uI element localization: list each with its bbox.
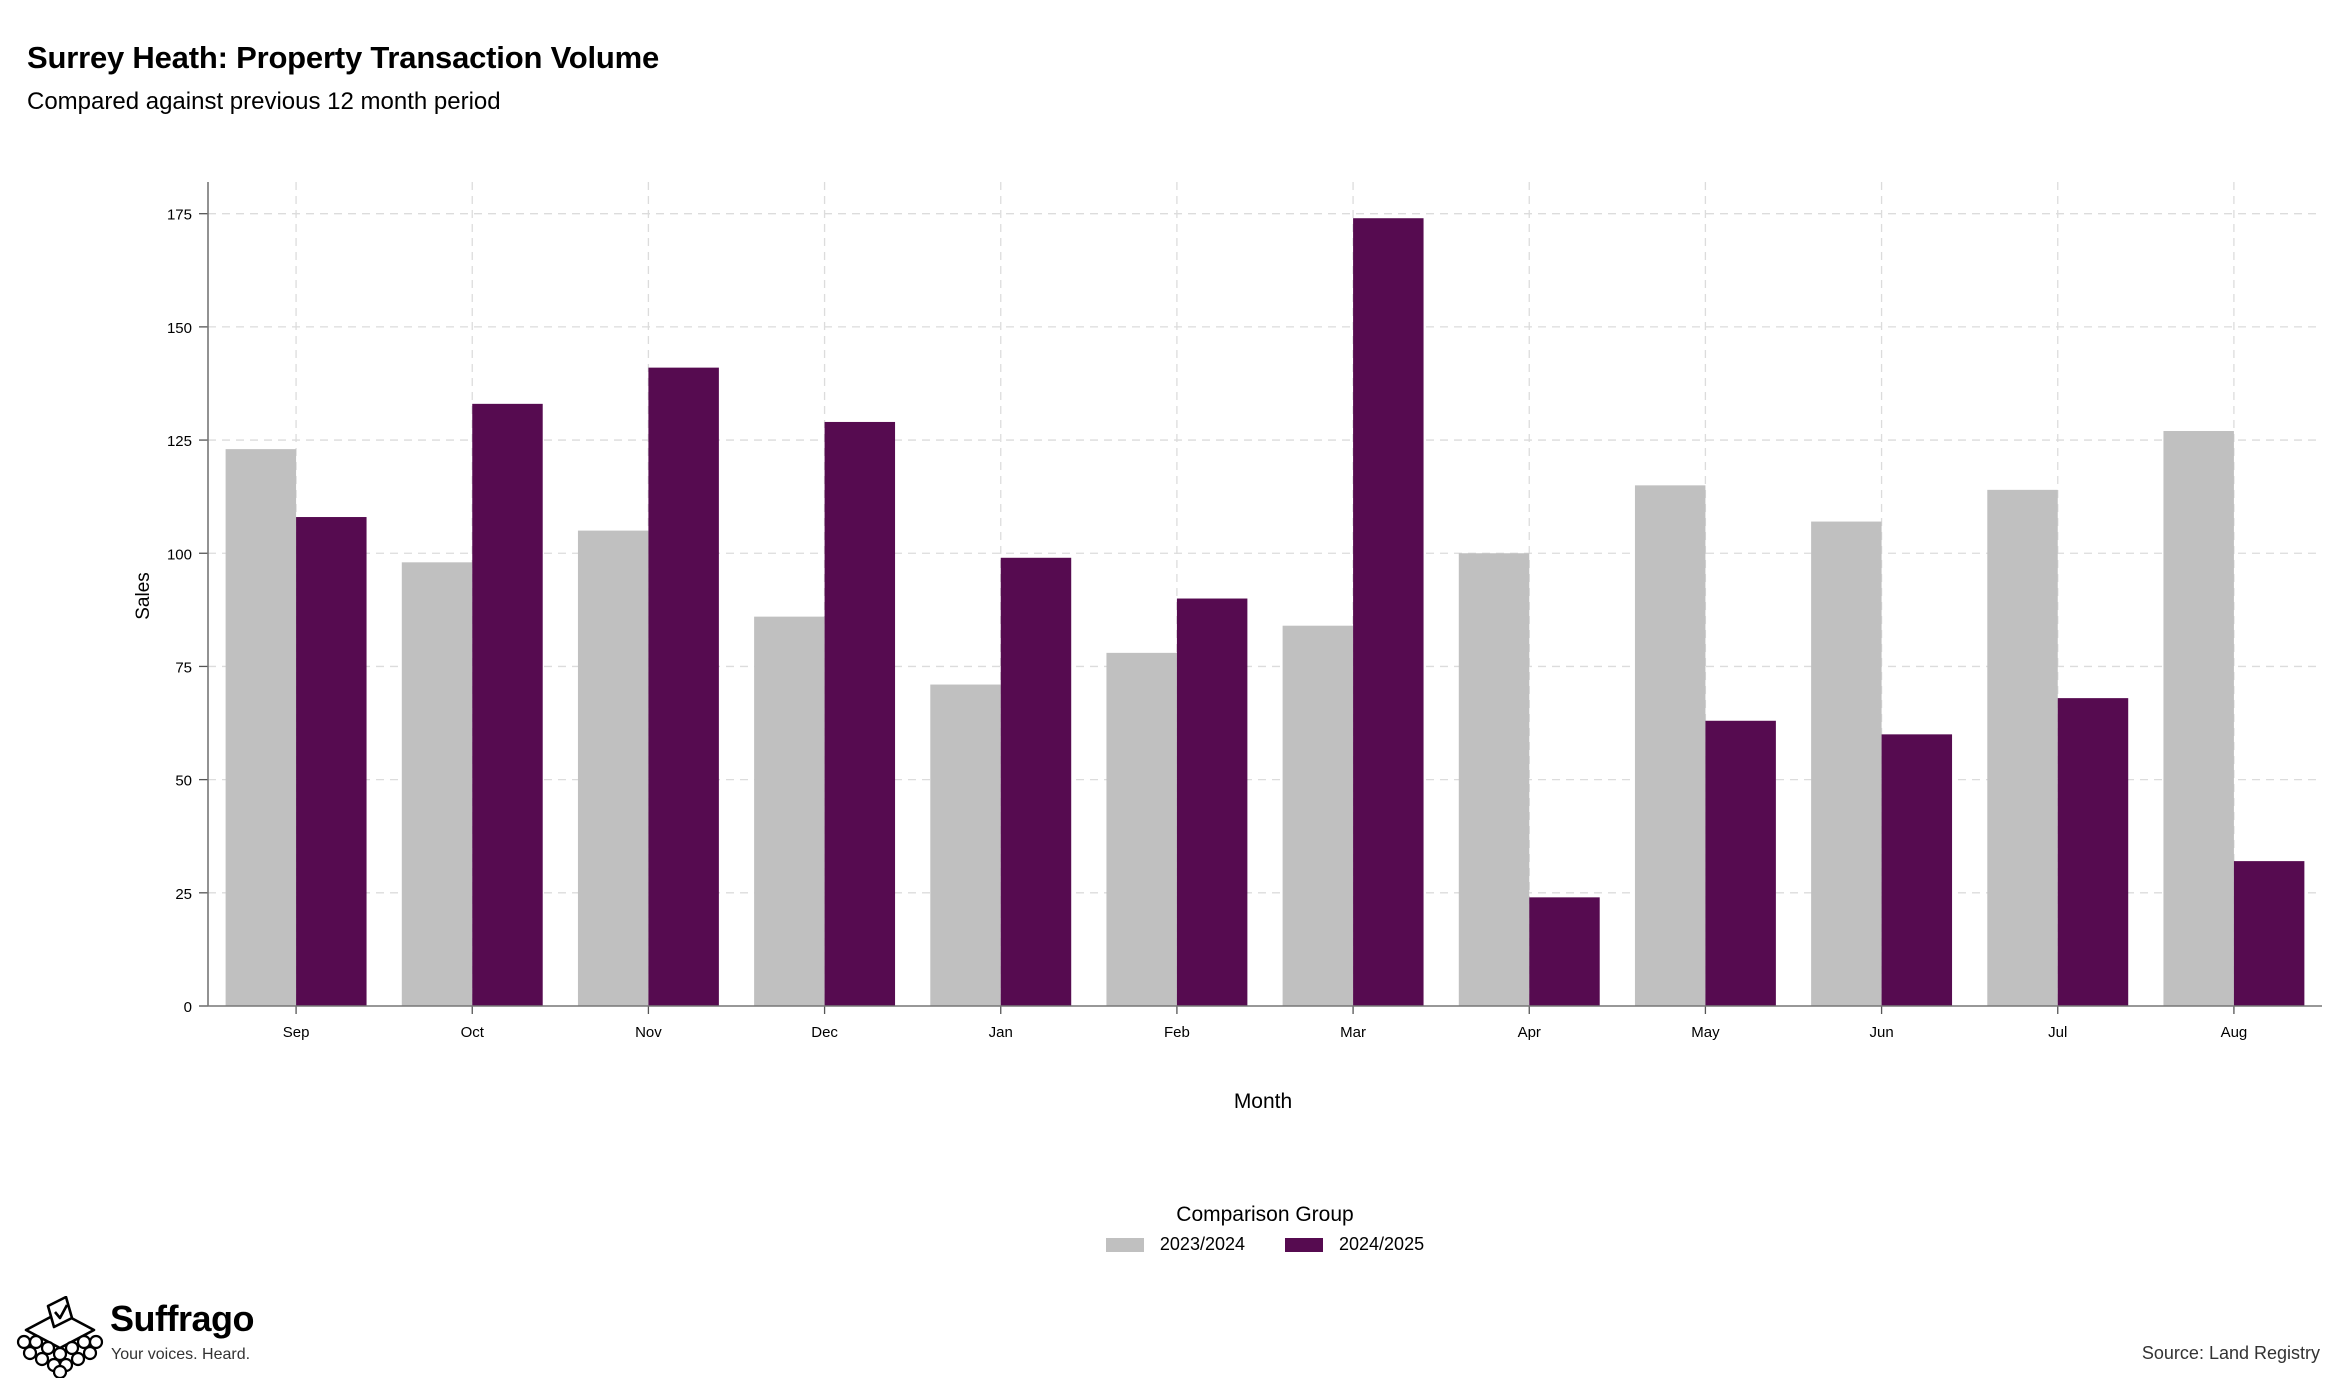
ballot-box-icon (16, 1296, 104, 1378)
x-tick-label: May (1691, 1024, 1720, 1041)
bar-2024-2025-feb (1176, 598, 1248, 1006)
legend-title: Comparison Group (1176, 1203, 1354, 1226)
bar-2024-2025-sep (296, 517, 367, 1006)
bar-2023-2024-jun (1811, 521, 1882, 1006)
bar-2023-2024-sep (225, 449, 297, 1007)
bar-2024-2025-oct (472, 403, 543, 1006)
legend-label: 2024/2025 (1339, 1234, 1425, 1254)
brand-name: Suffrago (110, 1298, 255, 1339)
chart-subtitle: Compared against previous 12 month perio… (27, 88, 501, 115)
legend-swatch (1105, 1237, 1144, 1252)
bar-2023-2024-dec (754, 616, 825, 1006)
bar-2024-2025-jan (1000, 557, 1072, 1006)
x-tick-label: Feb (1164, 1024, 1190, 1041)
x-tick-label: Oct (461, 1024, 485, 1041)
bar-2024-2025-dec (824, 421, 896, 1006)
bar-2024-2025-jun (1881, 734, 1953, 1006)
axes: 0 25 50 75 100 125 150 175 Sep Oct Nov Dec Jan Feb Mar… (167, 182, 2322, 1041)
bar-2024-2025-jul (2057, 698, 2129, 1006)
x-tick-label: Nov (635, 1024, 662, 1041)
y-tick-label: 125 (167, 433, 192, 450)
x-tick-label: Apr (1518, 1024, 1541, 1041)
x-tick-label: Sep (283, 1024, 310, 1041)
y-tick-label: 75 (175, 659, 192, 676)
x-tick-label: Jun (1869, 1024, 1893, 1041)
brand-tagline: Your voices. Heard. (111, 1346, 251, 1363)
legend-swatch (1285, 1237, 1323, 1252)
y-tick-label: 50 (175, 773, 192, 790)
brand-logo: Suffrago Your voices. Heard. (14, 1296, 255, 1378)
bar-2024-2025-aug (2233, 861, 2305, 1006)
source-note: Source: Land Registry (2141, 1343, 2320, 1363)
y-tick-label: 175 (167, 207, 192, 224)
chart-title: Surrey Heath: Property Transaction Volum… (27, 40, 660, 75)
bar-2024-2025-may (1705, 720, 1776, 1006)
x-tick-label: Aug (2221, 1024, 2248, 1041)
bar-2023-2024-aug (2163, 431, 2234, 1006)
bar-2023-2024-mar (1282, 625, 1354, 1006)
legend-item-series-1: 2024/2025 (1285, 1234, 1424, 1255)
y-axis-label: Sales (133, 572, 154, 620)
bar-2023-2024-oct (401, 562, 473, 1006)
x-tick-label: Jul (2048, 1024, 2067, 1041)
bar-2023-2024-jul (1987, 489, 2058, 1006)
y-tick-label: 0 (184, 999, 192, 1016)
bar-2024-2025-nov (648, 367, 719, 1007)
y-tick-label: 25 (175, 886, 192, 903)
bar-2024-2025-mar (1353, 218, 1424, 1006)
bar-2023-2024-nov (577, 530, 649, 1006)
bar-2023-2024-feb (1106, 652, 1177, 1006)
legend-label: 2023/2024 (1159, 1234, 1245, 1254)
bar-2023-2024-jan (930, 684, 1001, 1006)
y-tick-label: 100 (167, 546, 192, 563)
y-tick-label: 150 (167, 320, 192, 337)
x-tick-label: Dec (811, 1024, 838, 1041)
bar-2023-2024-apr (1458, 553, 1530, 1006)
legend: 2023/2024 2024/2025 (0, 1234, 2334, 1255)
legend-item-series-0: 2023/2024 (1105, 1234, 1245, 1255)
x-tick-label: Mar (1340, 1024, 1366, 1041)
x-axis-label: Month (1234, 1090, 1292, 1113)
bar-2024-2025-apr (1529, 897, 1600, 1006)
bars (225, 218, 2305, 1007)
x-tick-label: Jan (989, 1024, 1013, 1041)
bar-2023-2024-may (1634, 485, 1706, 1006)
